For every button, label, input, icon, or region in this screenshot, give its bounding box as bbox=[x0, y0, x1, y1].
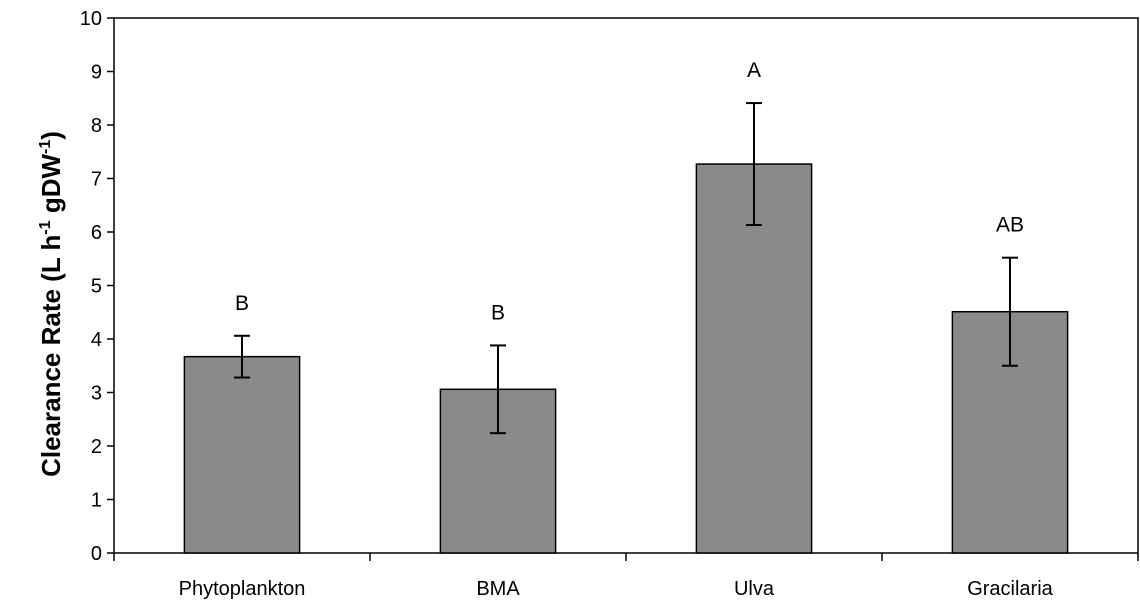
y-axis-label-sup2: -1 bbox=[37, 140, 54, 154]
y-axis-label-end: ) bbox=[36, 131, 66, 140]
error-bar-gracilaria bbox=[1002, 256, 1018, 367]
y-axis-label-mid: gDW bbox=[36, 154, 66, 221]
y-tick-label: 5 bbox=[91, 276, 102, 298]
y-tick-label: 4 bbox=[91, 329, 102, 351]
y-tick-label: 9 bbox=[91, 62, 102, 84]
category-labels: Phytoplankton BMA Ulva Gracilaria bbox=[179, 578, 1054, 600]
x-tick-label: Ulva bbox=[734, 578, 775, 600]
y-axis-label-base: Clearance Rate (L h bbox=[36, 235, 66, 477]
x-tick-label: Gracilaria bbox=[967, 578, 1053, 600]
x-axis-ticks bbox=[113, 553, 1139, 561]
error-bar-ulva bbox=[746, 102, 762, 227]
bar-ulva bbox=[695, 163, 813, 554]
y-tick-label: 6 bbox=[91, 222, 102, 244]
y-tick-label: 7 bbox=[91, 169, 102, 191]
significance-label: B bbox=[235, 292, 249, 315]
y-axis-label-sup1: -1 bbox=[37, 220, 54, 234]
error-bar-bma bbox=[490, 344, 506, 435]
y-tick-label: 10 bbox=[80, 8, 102, 30]
y-axis-ticks: 0 1 2 3 4 5 6 7 8 9 10 bbox=[80, 8, 114, 565]
significance-label: A bbox=[747, 59, 761, 82]
error-bars bbox=[234, 102, 1018, 435]
y-tick-label: 3 bbox=[91, 383, 102, 405]
bars bbox=[183, 163, 1069, 554]
error-bar-phytoplankton bbox=[234, 334, 250, 379]
y-tick-label: 8 bbox=[91, 115, 102, 137]
significance-label: AB bbox=[996, 214, 1024, 237]
x-tick-label: BMA bbox=[476, 578, 520, 600]
x-tick-label: Phytoplankton bbox=[179, 578, 306, 600]
significance-label: B bbox=[491, 301, 505, 324]
y-tick-label: 1 bbox=[91, 490, 102, 512]
bar-phytoplankton bbox=[183, 355, 301, 554]
y-tick-label: 2 bbox=[91, 436, 102, 458]
y-tick-label: 0 bbox=[91, 543, 102, 565]
significance-labels: B B A AB bbox=[235, 59, 1024, 324]
y-axis-label: Clearance Rate (L h-1 gDW-1) bbox=[36, 131, 66, 477]
